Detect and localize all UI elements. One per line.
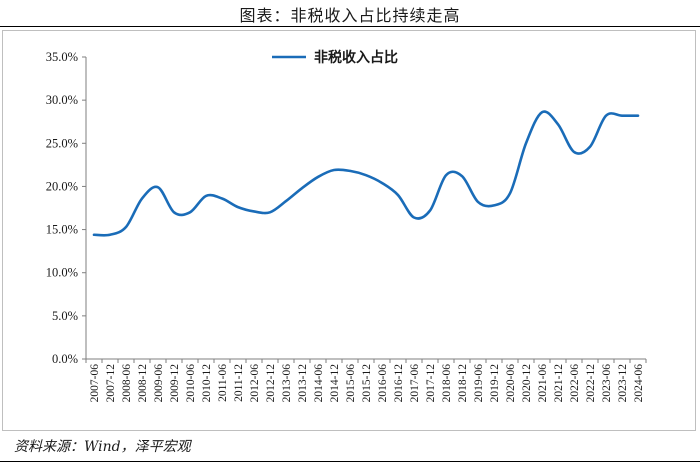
chart-legend: 非税收入占比	[272, 49, 398, 66]
x-tick-label: 2019-12	[489, 364, 501, 403]
x-tick-label: 2010-06	[185, 364, 197, 403]
x-tick-label: 2017-06	[409, 364, 421, 403]
chart-axes	[85, 57, 646, 360]
x-tick-label: 2015-06	[345, 364, 357, 403]
x-tick-label: 2023-06	[601, 364, 613, 403]
x-tick-label: 2021-06	[537, 364, 549, 403]
x-tick-label: 2008-06	[121, 364, 133, 403]
y-tick-label: 10.0%	[46, 266, 78, 280]
y-tick-label: 35.0%	[46, 50, 78, 64]
x-tick-label: 2024-06	[633, 364, 645, 403]
x-tick-label: 2022-12	[585, 364, 597, 403]
series-line	[92, 110, 640, 237]
y-tick-label: 5.0%	[52, 309, 78, 323]
y-tick-label: 25.0%	[46, 136, 78, 150]
legend-label: 非税收入占比	[314, 49, 398, 66]
x-tick-label: 2020-06	[505, 364, 517, 403]
x-tick-label: 2016-12	[393, 364, 405, 403]
chart-series	[92, 110, 640, 237]
x-tick-label: 2012-12	[265, 364, 277, 403]
x-tick-label: 2010-12	[201, 364, 213, 403]
x-tick-label: 2021-12	[553, 364, 565, 403]
x-tick-label: 2015-12	[361, 364, 373, 403]
x-tick-label: 2011-12	[233, 364, 245, 402]
x-tick-label: 2013-12	[297, 364, 309, 403]
x-tick-label: 2014-06	[313, 364, 325, 403]
chart-frame	[2, 30, 696, 431]
x-tick-label: 2011-06	[217, 364, 229, 402]
y-tick-label: 20.0%	[46, 179, 78, 193]
x-tick-label: 2007-06	[89, 364, 101, 403]
x-tick-label: 2008-12	[137, 364, 149, 403]
x-tick-label: 2009-06	[153, 364, 165, 403]
x-tick-label: 2014-12	[329, 364, 341, 403]
x-tick-label: 2013-06	[281, 364, 293, 403]
chart-header-title: 图表：非税收入占比持续走高	[239, 6, 461, 25]
x-tick-label: 2019-06	[473, 364, 485, 403]
x-tick-label: 2007-12	[105, 364, 117, 403]
y-tick-label: 30.0%	[46, 93, 78, 107]
x-tick-label: 2017-12	[425, 364, 437, 403]
x-axis-ticks: 2007-06 2007-12 2008-06 2008-12 2009-06 2009-…	[85, 359, 647, 403]
x-tick-label: 2009-12	[169, 364, 181, 403]
x-tick-label: 2022-06	[569, 364, 581, 403]
title-divider	[0, 26, 700, 27]
y-axis-ticks: 0.0% 5.0% 10.0% 15.0% 20.0% 25.0% 30.0% 35.0%	[46, 50, 86, 366]
footer-divider	[0, 461, 700, 462]
x-tick-label: 2020-12	[521, 364, 533, 403]
y-tick-label: 0.0%	[52, 352, 78, 366]
x-tick-label: 2023-12	[617, 364, 629, 403]
x-tick-label: 2018-12	[457, 364, 469, 403]
x-tick-label: 2016-06	[377, 364, 389, 403]
x-tick-label: 2018-06	[441, 364, 453, 403]
source-note: 资料来源：Wind，泽平宏观	[14, 439, 191, 455]
y-tick-label: 15.0%	[46, 223, 78, 237]
x-tick-label: 2012-06	[249, 364, 261, 403]
